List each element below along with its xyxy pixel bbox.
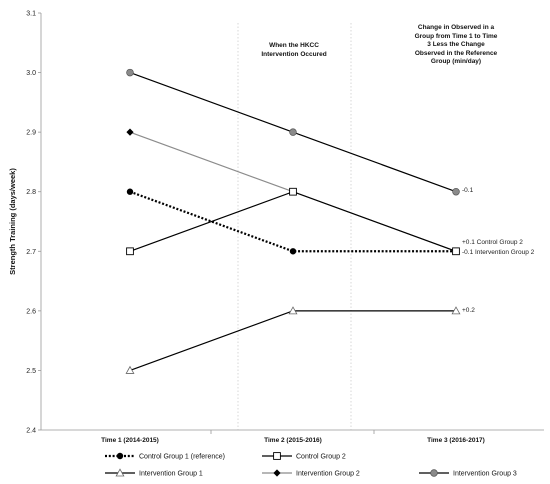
marker-filled-circle [289,248,297,255]
x-tick-label: Time 2 (2015-2016) [264,437,322,444]
marker-open-square [126,247,134,256]
series-5 [126,68,460,196]
series-2 [126,187,460,256]
legend-label: Intervention Group 3 [453,471,517,478]
end-label: -0.1 Intervention Group 2 [462,249,535,256]
marker-open-triangle [125,365,135,374]
y-tick-label: 2.8 [26,189,36,196]
chart-legend: Control Group 1 (reference) Control Group… [105,452,517,478]
y-tick-label: 3.1 [26,11,36,18]
y-tick-label: 2.6 [26,308,36,315]
legend-label: Intervention Group 2 [296,471,360,478]
marker-open-square [273,452,281,460]
marker-open-triangle [115,468,125,477]
legend-entry: Intervention Group 3 [419,469,517,478]
marker-filled-diamond [126,128,134,136]
legend-entry: Intervention Group 2 [262,469,360,478]
change-annotation: Change in Observed in a Group from Time … [414,24,498,65]
x-tick-label: Time 3 (2016-2017) [427,437,485,444]
marker-filled-circle [116,452,124,460]
y-tick-label: 2.9 [26,130,36,137]
y-tick-label: 2.5 [26,368,36,375]
intervention-annotation: When the HKCC Intervention Occured [261,42,327,58]
marker-open-triangle [451,306,461,315]
legend-entry: Control Group 2 [262,452,346,461]
intervention-guides [237,23,352,430]
x-tick-label: Time 1 (2014-2015) [101,437,159,444]
series-line [129,191,457,252]
end-label: -0.1 [462,187,474,194]
marker-gray-circle [289,128,297,136]
marker-open-triangle [288,306,298,315]
marker-gray-circle [452,187,460,196]
series-3 [125,306,461,374]
series-1 [126,188,460,255]
chart-series [125,68,461,374]
end-labels: +0.1 Control Group 2 +0.2 -0.1 Interventio… [462,187,535,314]
legend-label: Control Group 2 [296,454,346,461]
y-tick-label: 3.0 [26,70,36,77]
legend-label: Intervention Group 1 [139,471,203,478]
marker-open-square [289,187,297,196]
series-line [129,190,456,253]
marker-open-square [452,247,460,256]
marker-filled-diamond [273,469,281,477]
y-tick-label: 2.7 [26,249,36,256]
end-label: +0.2 [462,307,475,314]
legend-label: Control Group 1 (reference) [139,454,225,461]
marker-gray-circle [126,68,134,77]
y-tick-label: 2.4 [26,428,36,435]
series-line [129,310,456,371]
legend-entry: Intervention Group 1 [105,468,203,478]
marker-filled-circle [126,188,134,195]
y-axis-label: Strength Training (days/week) [8,168,17,275]
legend-entry: Control Group 1 (reference) [105,452,225,461]
end-label: +0.1 Control Group 2 [462,239,523,246]
chart-axes: 2.4 2.5 2.6 2.7 2.8 2.9 3.0 3.1 Time 1 (2014-201… [8,11,544,444]
marker-gray-circle [430,469,438,477]
